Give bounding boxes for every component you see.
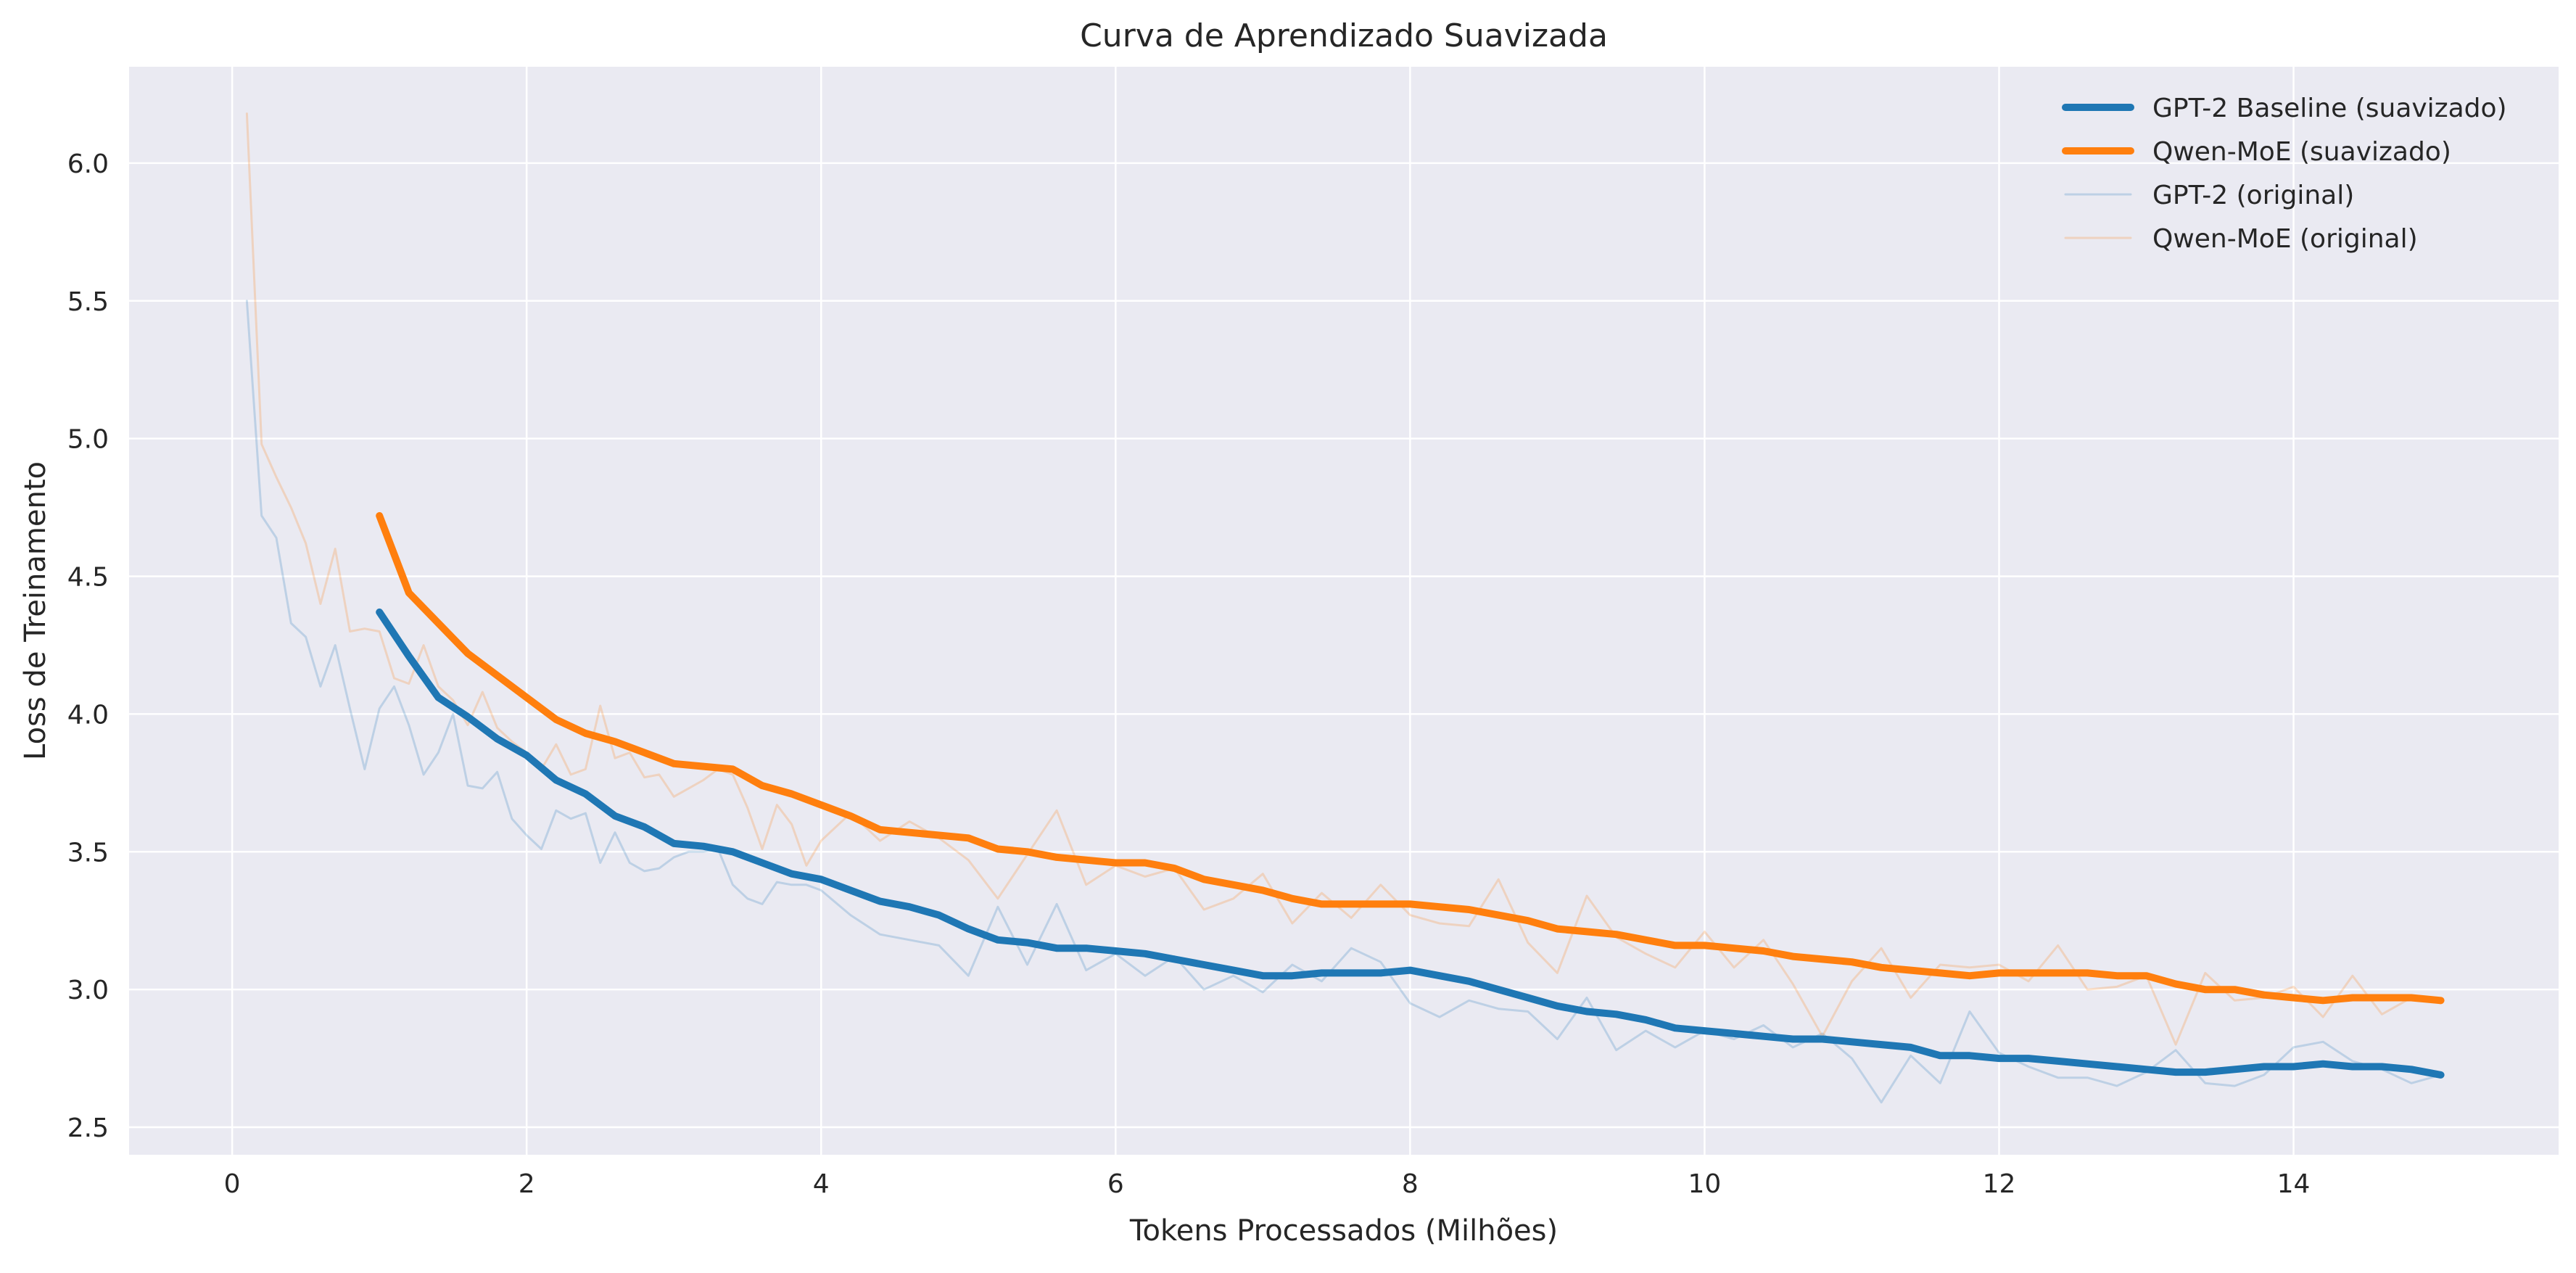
y-tick-label: 3.0 <box>67 976 109 1005</box>
legend: GPT-2 Baseline (suavizado) Qwen-MoE (suav… <box>2062 94 2507 254</box>
x-tick-label: 4 <box>813 1169 830 1199</box>
y-axis-label: Loss de Treinamento <box>19 461 52 760</box>
x-tick-label: 2 <box>519 1169 535 1199</box>
y-tick-label: 4.5 <box>67 563 109 593</box>
x-tick-label: 10 <box>1688 1169 1722 1199</box>
x-tick-label: 12 <box>1983 1169 2016 1199</box>
legend-label-3: Qwen-MoE (original) <box>2152 224 2418 254</box>
series-line-1 <box>376 512 2445 1005</box>
series-line-3 <box>245 112 2443 1046</box>
y-tick-label: 5.0 <box>67 425 109 455</box>
legend-label-2: GPT-2 (original) <box>2152 181 2354 210</box>
y-tick-label: 5.5 <box>67 287 109 317</box>
x-tick-label: 8 <box>1402 1169 1419 1199</box>
chart-title: Curva de Aprendizado Suavizada <box>1080 17 1608 54</box>
x-tick-label: 14 <box>2277 1169 2311 1199</box>
legend-label-1: Qwen-MoE (suavizado) <box>2152 137 2451 167</box>
y-tick-label: 2.5 <box>67 1113 109 1143</box>
tick-labels: 0 2 4 6 8 10 12 14 2.5 3.0 3.5 4.0 4.5 5.0 5.5 6.0 <box>67 149 2311 1199</box>
x-tick-label: 6 <box>1107 1169 1124 1199</box>
legend-label-0: GPT-2 Baseline (suavizado) <box>2152 94 2507 123</box>
series-line-0 <box>376 608 2445 1079</box>
grid-lines <box>129 67 2559 1155</box>
y-tick-label: 3.5 <box>67 838 109 868</box>
y-tick-label: 4.0 <box>67 700 109 730</box>
y-tick-label: 6.0 <box>67 149 109 179</box>
x-tick-label: 0 <box>224 1169 241 1199</box>
series-line-2 <box>245 300 2443 1104</box>
series-lines <box>245 112 2445 1104</box>
x-axis-label: Tokens Processados (Milhões) <box>1129 1214 1558 1248</box>
